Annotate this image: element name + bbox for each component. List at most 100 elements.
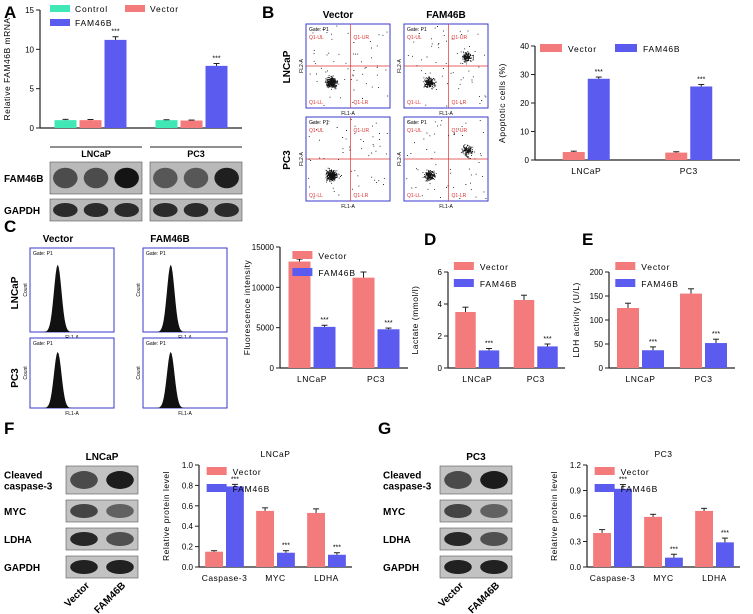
blot-band <box>53 167 78 189</box>
y-tick-label: 0.0 <box>570 563 582 572</box>
legend-swatch <box>50 5 70 12</box>
x-tick-label: PC3 <box>680 166 698 176</box>
blot-band <box>83 202 109 218</box>
bar-control <box>155 120 178 128</box>
y-tick-label: 30 <box>520 71 529 80</box>
gate-label: Gate: P1 <box>309 120 329 126</box>
quadrant-label: Q1-UL <box>407 35 422 41</box>
western-blots: LNCaP PC3FAM46BGAPDHLNCaPCleavedcaspase-3… <box>4 146 513 614</box>
significance-label: *** <box>697 76 705 83</box>
bar-vector <box>352 277 375 368</box>
bar-fam46b <box>377 329 400 368</box>
y-tick-label: 0.6 <box>182 502 194 511</box>
y-axis-label: Count <box>136 283 142 297</box>
significance-label: *** <box>282 543 290 550</box>
histogram-peak <box>155 352 190 408</box>
bar-fam46b <box>478 350 500 368</box>
legend-label: Vector <box>318 251 347 261</box>
significance-label: *** <box>619 477 627 484</box>
column-title: FAM46B <box>426 10 465 21</box>
scatter-points <box>308 119 388 199</box>
blot-label: MYC <box>4 507 26 518</box>
legend-label: FAM46B <box>643 44 680 54</box>
y-tick-label: 1.2 <box>570 461 582 470</box>
y-tick-label: 0.4 <box>182 522 194 531</box>
y-tick-label: 2 <box>438 332 443 341</box>
cell-line-label: LNCaP <box>81 149 111 159</box>
chart-a: 0 5 10 15 Relative FAM46B mRNA *** *** Control V… <box>2 4 242 133</box>
x-tick-label: LNCaP <box>571 166 601 176</box>
chart-b: 0 10 20 30 40 Apoptotic cells (%) *** LNCaP *** P… <box>497 42 740 176</box>
significance-label: *** <box>231 476 239 483</box>
quadrant-label: Q1-LR <box>354 100 369 106</box>
plot-frame <box>142 337 228 409</box>
x-tick-label: MYC <box>653 573 673 583</box>
gate-label: Gate: P1 <box>33 251 53 257</box>
legend-swatch <box>50 19 70 26</box>
y-tick-label: 50 <box>594 340 603 349</box>
y-tick-label: 0.3 <box>570 538 582 547</box>
blot-label: GAPDH <box>4 563 40 574</box>
blot-label: GAPDH <box>383 563 419 574</box>
blot-band <box>153 167 178 189</box>
chart-title: LNCaP <box>261 449 291 459</box>
panel-label-b: B <box>262 3 274 22</box>
significance-label: *** <box>485 340 493 347</box>
blot-band <box>53 202 78 218</box>
x-tick-label: PC3 <box>694 374 712 384</box>
y-tick-label: 15 <box>25 6 34 15</box>
legend-label: FAM46B <box>621 484 658 494</box>
legend-label: FAM46B <box>318 268 355 278</box>
y-tick-label: 10 <box>25 45 34 54</box>
row-title: PC3 <box>282 150 293 170</box>
legend-swatch <box>615 44 637 52</box>
quadrant-label: Q1-UR <box>452 128 468 134</box>
blot-panel-a: LNCaP PC3 FAM46B GAPDH <box>4 146 243 222</box>
significance-label: *** <box>543 336 551 343</box>
scatter-plot: Gate: P1 Q1-UL Q1-UR Q1-LL Q1-LR FL1-A FL2-A <box>299 116 391 210</box>
legend-label: Vector <box>233 467 262 477</box>
y-tick-label: 0 <box>270 364 275 373</box>
y-axis-label: Apoptotic cells (%) <box>497 63 507 143</box>
y-tick-label: 0 <box>599 364 604 373</box>
blot-title: PC3 <box>466 452 486 463</box>
chart-d: 0 2 4 6 Lactate (mmol/l) *** LNCaP *** PC3 Vector… <box>410 262 565 384</box>
blot-band <box>480 559 508 575</box>
bar-vector <box>79 120 102 128</box>
bar-fam46b <box>328 554 346 567</box>
lane-label: Vector <box>437 580 466 609</box>
legend-swatch <box>206 467 227 475</box>
y-axis-label: FL2-A <box>397 152 403 166</box>
blot-band <box>106 471 134 489</box>
significance-label: *** <box>721 530 729 537</box>
y-axis-label: Count <box>23 366 29 380</box>
plot-frame <box>29 337 115 409</box>
legend-swatch <box>615 262 636 270</box>
y-tick-label: 15000 <box>252 243 275 252</box>
panel-label-c: C <box>4 217 16 236</box>
legend-label: Vector <box>568 44 597 54</box>
scatter-plot: Gate: P1 Q1-UL Q1-UR Q1-LL Q1-LR FL1-A FL2-A <box>397 116 489 210</box>
significance-label: *** <box>384 320 392 327</box>
y-tick-label: 0.8 <box>182 481 194 490</box>
bar-fam46b <box>277 552 295 567</box>
quadrant-label: Q1-LR <box>354 193 369 199</box>
blot-band <box>70 471 98 489</box>
x-tick-label: LNCaP <box>297 374 327 384</box>
cell-line-label: PC3 <box>187 149 205 159</box>
blot-band <box>106 559 134 575</box>
blot-band <box>106 503 134 519</box>
x-tick-label: LNCaP <box>626 374 656 384</box>
significance-label: *** <box>712 331 720 338</box>
quadrant-label: Q1-UR <box>354 128 370 134</box>
bar-fam46b <box>226 486 244 567</box>
significance-label: *** <box>320 317 328 324</box>
bar-fam46b <box>104 39 127 128</box>
quadrant-label: Q1-UR <box>354 35 370 41</box>
x-axis-label: FL1-A <box>65 411 79 417</box>
y-tick-label: 200 <box>590 268 604 277</box>
blot-label: FAM46B <box>4 174 43 185</box>
column-title: Vector <box>43 234 74 245</box>
y-tick-label: 20 <box>520 99 529 108</box>
